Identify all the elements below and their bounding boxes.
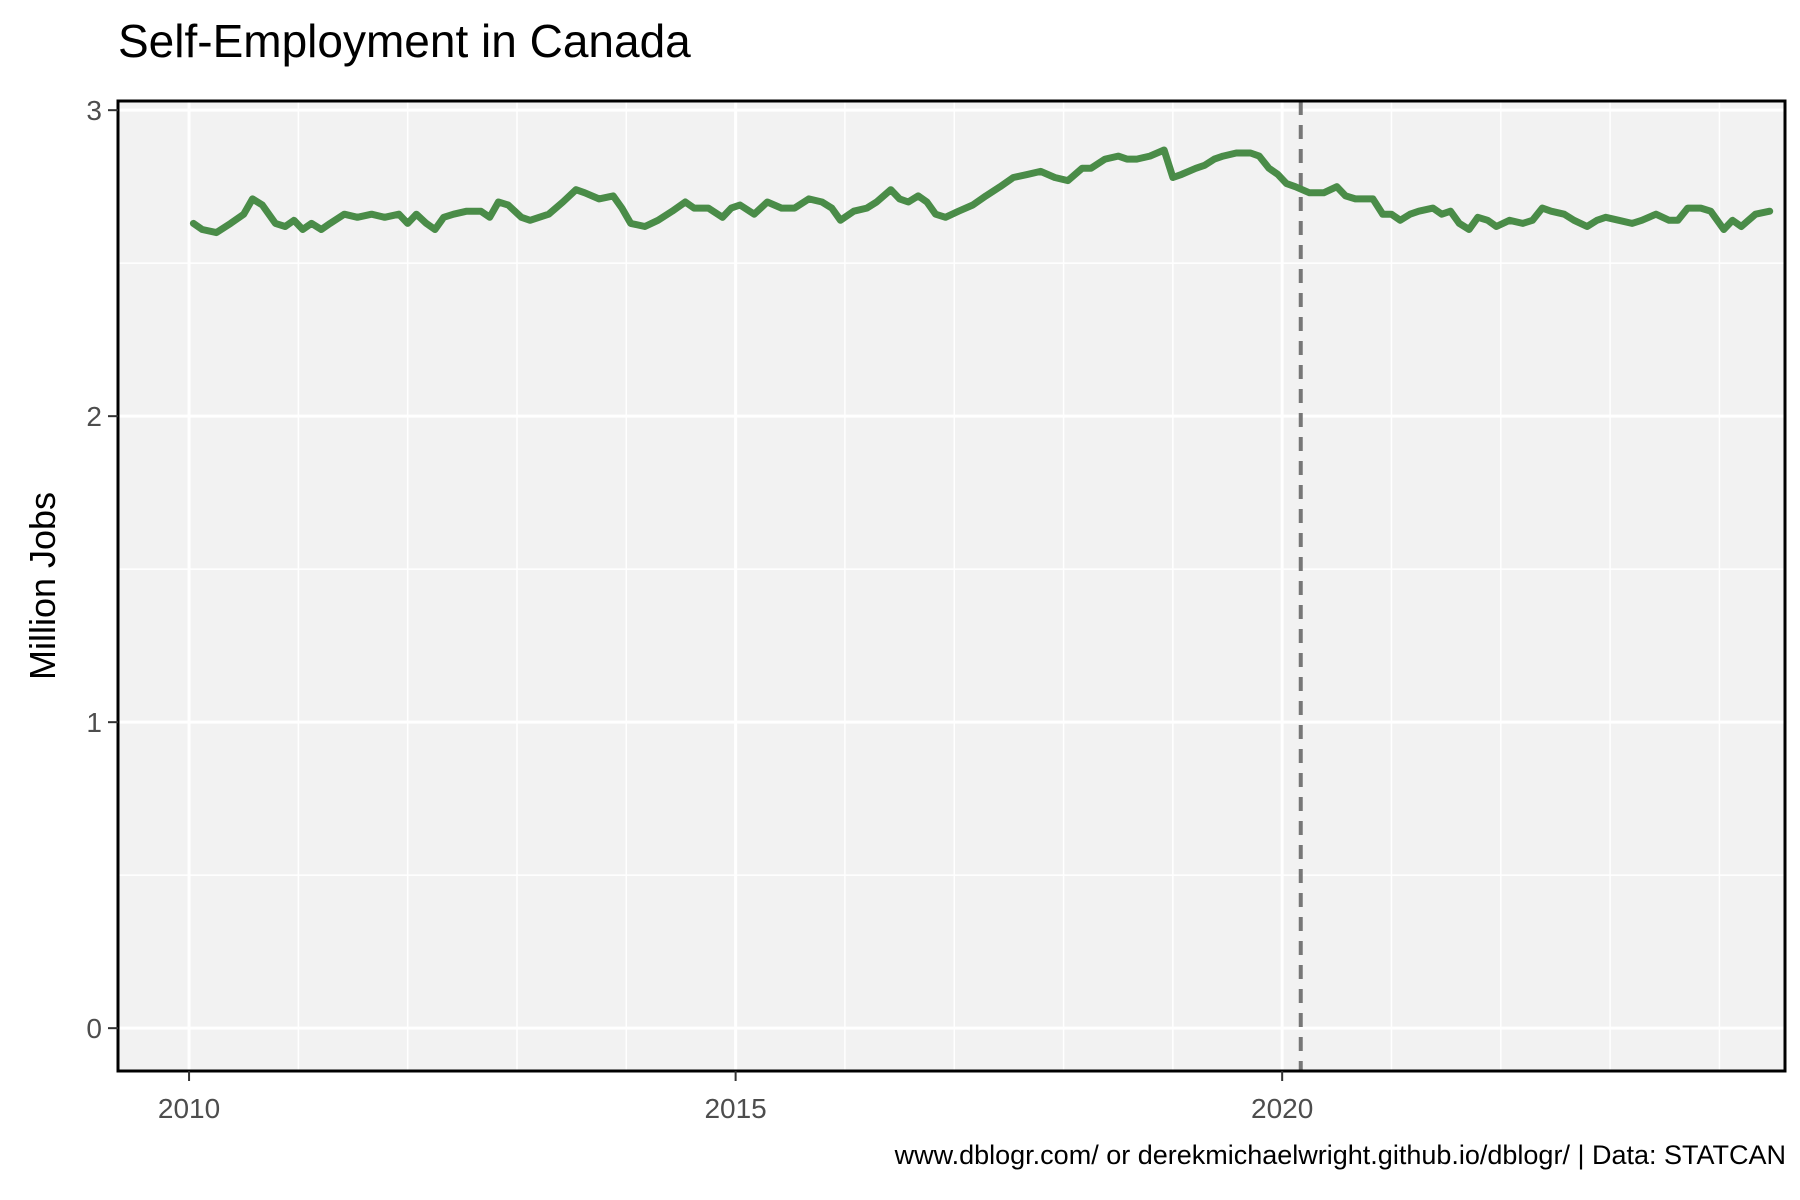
minor-gridlines <box>118 101 1785 1071</box>
y-tick-label: 1 <box>86 707 102 738</box>
y-tick-label: 0 <box>86 1013 102 1044</box>
chart-caption: www.dblogr.com/ or derekmichaelwright.gi… <box>894 1140 1786 1170</box>
major-gridlines <box>118 101 1785 1071</box>
x-tick-label: 2010 <box>158 1093 220 1124</box>
x-tick-label: 2015 <box>704 1093 766 1124</box>
plot-border <box>116 99 1787 1073</box>
y-tick-label: 3 <box>86 95 102 126</box>
x-axis: 2010 2015 2020 <box>158 1071 1313 1124</box>
self-employment-series-line <box>189 146 1774 237</box>
x-tick-label: 2020 <box>1251 1093 1313 1124</box>
y-axis-title: Million Jobs <box>22 492 63 680</box>
y-axis: 0 1 2 3 <box>86 95 118 1044</box>
chart-title: Self-Employment in Canada <box>118 15 691 67</box>
y-tick-label: 2 <box>86 401 102 432</box>
plot-panel <box>118 101 1785 1071</box>
